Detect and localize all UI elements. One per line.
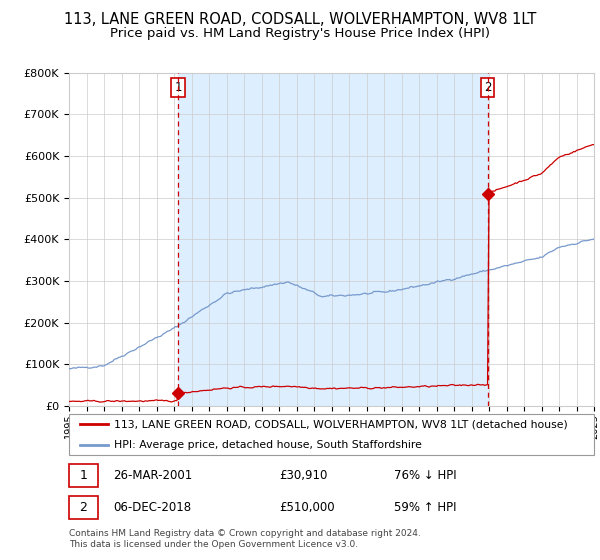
Bar [69,496,98,519]
Text: 113, LANE GREEN ROAD, CODSALL, WOLVERHAMPTON, WV8 1LT: 113, LANE GREEN ROAD, CODSALL, WOLVERHAM… [64,12,536,27]
Text: 26-MAR-2001: 26-MAR-2001 [113,469,193,482]
Text: 2: 2 [484,81,491,94]
Text: 06-DEC-2018: 06-DEC-2018 [113,501,192,514]
Text: 59% ↑ HPI: 59% ↑ HPI [395,501,457,514]
Text: 1: 1 [79,469,88,482]
Bar [69,464,98,487]
Bar [178,73,488,406]
Text: 1: 1 [174,81,182,94]
Text: Contains HM Land Registry data © Crown copyright and database right 2024.
This d: Contains HM Land Registry data © Crown c… [69,529,421,549]
Text: £510,000: £510,000 [279,501,335,514]
Text: £30,910: £30,910 [279,469,328,482]
Text: 2: 2 [79,501,88,514]
Text: Price paid vs. HM Land Registry's House Price Index (HPI): Price paid vs. HM Land Registry's House … [110,27,490,40]
Text: 113, LANE GREEN ROAD, CODSALL, WOLVERHAMPTON, WV8 1LT (detached house): 113, LANE GREEN ROAD, CODSALL, WOLVERHAM… [113,419,568,430]
Text: 76% ↓ HPI: 76% ↓ HPI [395,469,457,482]
Text: HPI: Average price, detached house, South Staffordshire: HPI: Average price, detached house, Sout… [113,440,421,450]
